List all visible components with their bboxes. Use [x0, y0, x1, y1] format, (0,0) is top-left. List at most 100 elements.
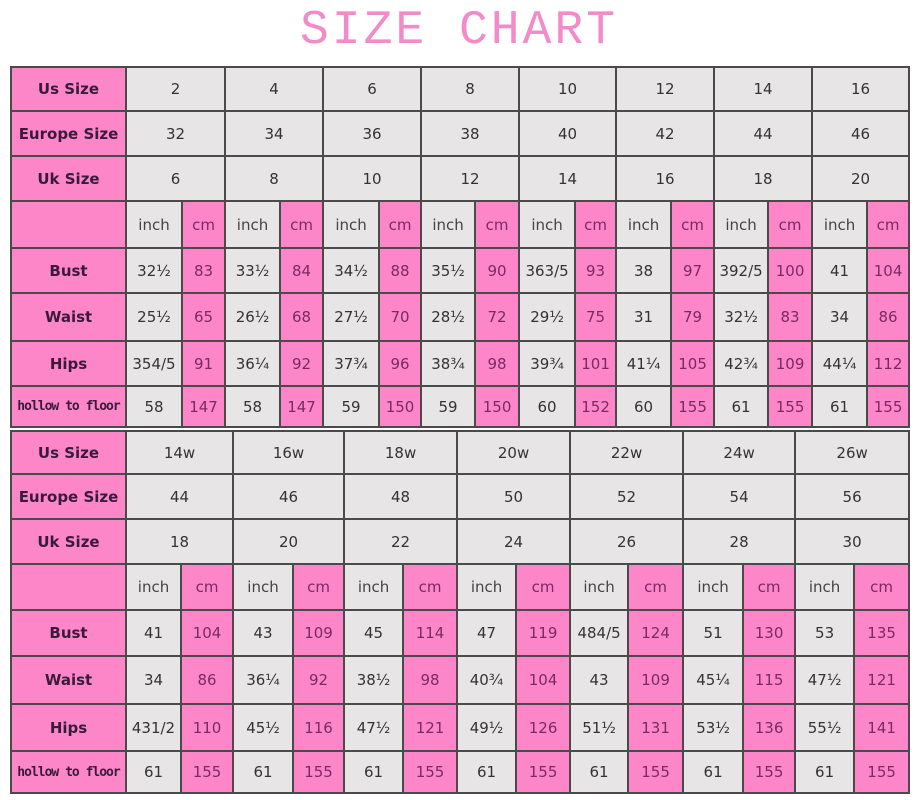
cm-header: cm: [402, 563, 459, 611]
waist-inch-cell: 32½: [713, 292, 770, 342]
hollow-to-floor-label: hollow to floor: [10, 750, 127, 794]
us-size-cell: 16: [811, 66, 911, 112]
uk-size-row: Uk Size 6 8 10 12 14 16 18 20: [10, 155, 911, 202]
europe-size-cell: 46: [232, 473, 346, 520]
bust-inch-cell: 47: [456, 609, 518, 657]
hollow-to-floor-inch-cell: 61: [713, 385, 770, 428]
hips-inch-cell: 44¼: [811, 340, 869, 387]
waist-cm-cell: 79: [670, 292, 716, 342]
hollow-to-floor-cm-cell: 155: [292, 750, 346, 794]
us-size-cell: 16w: [232, 430, 346, 475]
bust-inch-cell: 41: [125, 609, 182, 657]
hollow-to-floor-inch-cell: 61: [456, 750, 518, 794]
us-size-row: Us Size 2 4 6 8 10 12 14 16: [10, 66, 911, 112]
hollow-to-floor-cm-cell: 152: [574, 385, 618, 428]
waist-inch-cell: 31: [615, 292, 673, 342]
waist-inch-cell: 28½: [420, 292, 477, 342]
us-size-cell: 4: [224, 66, 325, 112]
bust-cm-cell: 104: [866, 247, 911, 294]
hips-cm-cell: 98: [474, 340, 521, 387]
hollow-to-floor-cm-cell: 155: [179, 750, 235, 794]
europe-size-cell: 34: [224, 110, 325, 157]
hips-label: Hips: [10, 703, 127, 752]
bust-inch-cell: 392/5: [713, 247, 770, 294]
hips-inch-cell: 47½: [343, 703, 405, 752]
waist-row: Waist 25½ 65 26½ 68 27½ 70 28½ 72 29½ 75 31 79 32½ 83 3…: [10, 292, 911, 342]
bust-cm-cell: 114: [402, 609, 459, 657]
bust-inch-cell: 484/5: [569, 609, 630, 657]
waist-inch-cell: 29½: [518, 292, 577, 342]
waist-cm-cell: 65: [180, 292, 227, 342]
uk-size-label: Uk Size: [10, 518, 127, 565]
cm-header: cm: [627, 563, 685, 611]
hips-cm-cell: 141: [853, 703, 911, 752]
us-size-cell: 24w: [682, 430, 797, 475]
hips-cm-cell: 92: [279, 340, 325, 387]
hollow-to-floor-inch-cell: 61: [794, 750, 856, 794]
us-size-cell: 12: [615, 66, 716, 112]
uk-size-cell: 26: [569, 518, 685, 565]
bust-inch-cell: 51: [682, 609, 745, 657]
hollow-to-floor-row: hollow to floor 61 155 61 155 61 155 61 155 61 155…: [10, 750, 911, 794]
europe-size-label: Europe Size: [10, 110, 127, 157]
bust-inch-cell: 43: [232, 609, 295, 657]
bust-inch-cell: 34½: [322, 247, 381, 294]
waist-inch-cell: 34: [811, 292, 869, 342]
cm-header: cm: [767, 200, 814, 249]
size-table-plus: Us Size 14w 16w 18w 20w 22w 24w 26w Europe Size 4…: [10, 430, 911, 794]
inch-header: inch: [125, 563, 182, 611]
inch-header: inch: [615, 200, 673, 249]
bust-cm-cell: 135: [853, 609, 911, 657]
uk-size-cell: 20: [232, 518, 346, 565]
europe-size-cell: 42: [615, 110, 716, 157]
hollow-to-floor-inch-cell: 60: [615, 385, 673, 428]
uk-size-cell: 28: [682, 518, 797, 565]
hollow-to-floor-cm-cell: 155: [866, 385, 911, 428]
units-label: [10, 200, 127, 249]
uk-size-cell: 18: [713, 155, 814, 202]
us-size-row: Us Size 14w 16w 18w 20w 22w 24w 26w: [10, 430, 911, 475]
hollow-to-floor-cm-cell: 150: [474, 385, 521, 428]
bust-inch-cell: 32½: [125, 247, 183, 294]
waist-inch-cell: 27½: [322, 292, 381, 342]
us-size-label: Us Size: [10, 66, 127, 112]
bust-inch-cell: 41: [811, 247, 869, 294]
uk-size-cell: 12: [420, 155, 521, 202]
hips-inch-cell: 36¼: [224, 340, 282, 387]
bust-cm-cell: 109: [292, 609, 346, 657]
europe-size-cell: 52: [569, 473, 685, 520]
us-size-cell: 18w: [343, 430, 459, 475]
bust-inch-cell: 363/5: [518, 247, 577, 294]
europe-size-cell: 46: [811, 110, 911, 157]
hollow-to-floor-inch-cell: 61: [232, 750, 295, 794]
cm-header: cm: [179, 563, 235, 611]
hollow-to-floor-inch-cell: 61: [125, 750, 182, 794]
europe-size-cell: 44: [124, 473, 235, 520]
hollow-to-floor-cm-cell: 155: [402, 750, 459, 794]
bust-inch-cell: 45: [343, 609, 405, 657]
us-size-cell: 22w: [569, 430, 685, 475]
hips-cm-cell: 96: [378, 340, 423, 387]
bust-label: Bust: [10, 247, 127, 294]
uk-size-cell: 16: [615, 155, 716, 202]
hips-inch-cell: 39¾: [518, 340, 577, 387]
hips-cm-cell: 91: [180, 340, 227, 387]
hollow-to-floor-row: hollow to floor 58 147 58 147 59 150 59 150 60 152…: [10, 385, 911, 428]
hips-inch-cell: 37¾: [322, 340, 381, 387]
hips-cm-cell: 131: [627, 703, 685, 752]
units-row: inch cm inch cm inch cm inch cm inch cm inch cm inch…: [10, 200, 911, 249]
europe-size-cell: 32: [124, 110, 227, 157]
bust-cm-cell: 119: [515, 609, 572, 657]
cm-header: cm: [292, 563, 346, 611]
inch-header: inch: [125, 200, 183, 249]
hips-label: Hips: [10, 340, 127, 387]
hollow-to-floor-cm-cell: 155: [853, 750, 911, 794]
inch-header: inch: [811, 200, 869, 249]
cm-header: cm: [279, 200, 325, 249]
hips-cm-cell: 109: [767, 340, 814, 387]
hollow-to-floor-cm-cell: 147: [279, 385, 325, 428]
hips-inch-cell: 41¼: [615, 340, 673, 387]
waist-cm-cell: 98: [402, 655, 459, 705]
uk-size-cell: 18: [124, 518, 235, 565]
hollow-to-floor-inch-cell: 59: [420, 385, 477, 428]
